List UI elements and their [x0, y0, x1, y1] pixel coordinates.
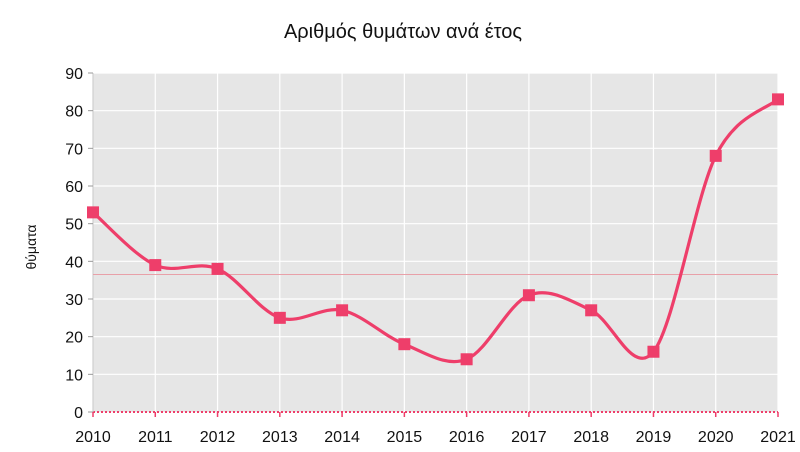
y-tick-label: 90	[65, 66, 83, 83]
x-tick-label: 2013	[262, 429, 298, 446]
y-tick-label: 0	[74, 405, 83, 422]
data-point-marker	[336, 304, 349, 317]
y-tick-label: 50	[65, 217, 83, 234]
data-point-marker	[87, 206, 99, 219]
y-tick-label: 80	[65, 104, 83, 121]
data-point-marker	[709, 149, 722, 162]
data-point-marker	[273, 311, 286, 324]
y-axis-title: θύματα	[23, 224, 39, 269]
y-tick-label: 10	[65, 367, 83, 384]
data-markers	[87, 93, 784, 366]
y-tick-label: 40	[65, 254, 83, 271]
x-tick-label: 2010	[75, 429, 111, 446]
data-point-marker	[149, 259, 162, 272]
x-tick-label: 2012	[200, 429, 236, 446]
x-tick-label: 2011	[138, 429, 173, 446]
x-tick-label: 2014	[324, 429, 360, 446]
data-point-marker	[585, 304, 598, 317]
gridlines	[92, 72, 779, 413]
data-point-marker	[398, 338, 411, 351]
data-point-marker	[211, 262, 224, 275]
y-tick-label: 30	[65, 292, 83, 309]
y-tick-label: 70	[65, 141, 83, 158]
plot-area	[93, 73, 778, 412]
data-point-marker	[647, 345, 660, 358]
x-tick-label: 2021	[760, 429, 796, 446]
x-tick-label: 2020	[698, 429, 734, 446]
x-tick-label: 2019	[636, 429, 672, 446]
x-axis-ticks: 2010 2011 2012 2013 2014 2015 2016 2017 2018 2019…	[75, 412, 796, 446]
x-tick-label: 2018	[573, 429, 609, 446]
y-axis-ticks: 0 10 20 30 40 50 60 70 80 90	[65, 66, 93, 422]
x-tick-label: 2016	[449, 429, 485, 446]
y-tick-label: 20	[65, 330, 83, 347]
data-point-marker	[522, 289, 535, 302]
x-tick-label: 2017	[511, 429, 547, 446]
data-point-marker	[772, 93, 784, 106]
x-tick-label: 2015	[387, 429, 423, 446]
chart-title: Αριθμός θυμάτων ανά έτος	[284, 21, 522, 43]
data-point-marker	[460, 353, 473, 366]
y-tick-label: 60	[65, 179, 83, 196]
